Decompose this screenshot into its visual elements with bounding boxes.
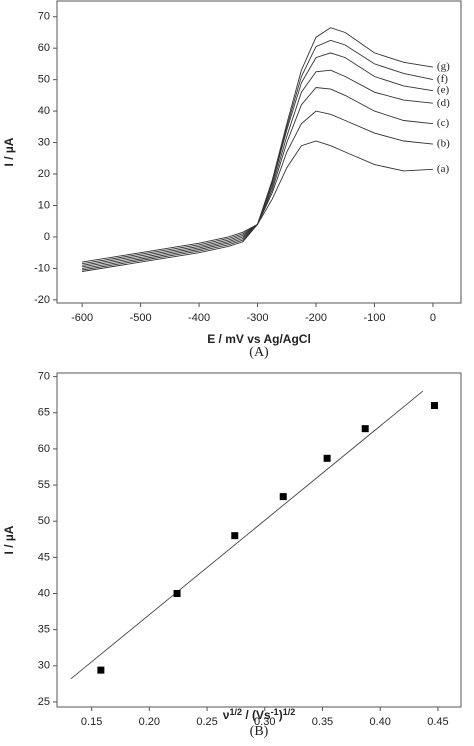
x-axis-label: ν1/2 / (Vs-1)1/2 [223, 707, 295, 722]
x-axis-label-part: / (Vs [242, 708, 271, 722]
x-tick-label: 0.30 [254, 716, 275, 728]
x-tick-label: 0.40 [369, 716, 390, 728]
x-tick-label: -300 [247, 312, 269, 324]
legend-label: (d) [437, 97, 450, 109]
x-axis-label-part: -1 [271, 707, 279, 717]
y-tick-label: 55 [38, 479, 50, 491]
fit-line [70, 390, 424, 680]
legend-label: (e) [437, 84, 450, 96]
x-tick-label: -200 [305, 312, 327, 324]
cv-curve [82, 52, 433, 269]
cv-curve [82, 140, 433, 263]
data-point [323, 454, 331, 462]
y-tick-label: 45 [38, 551, 50, 563]
x-axis-label-part: ) [279, 708, 283, 722]
cv-curve [82, 27, 433, 272]
x-axis-label-part: ν [223, 708, 230, 722]
data-point [279, 493, 287, 501]
y-tick-label: 30 [38, 660, 50, 672]
y-tick-label: -20 [34, 294, 50, 306]
panel-caption: (A) [249, 345, 269, 360]
data-point [361, 425, 369, 433]
x-tick-label: 0.35 [312, 716, 333, 728]
x-tick-label: 0 [430, 312, 436, 324]
y-tick-label: 30 [38, 136, 50, 148]
y-tick-label: 40 [38, 105, 50, 117]
x-tick-label: 0.20 [139, 716, 160, 728]
x-tick-label: -400 [188, 312, 210, 324]
cv-curve [82, 87, 433, 266]
x-axis-label-part: 1/2 [283, 707, 296, 717]
x-tick-label: 0.25 [196, 716, 217, 728]
plot-frame [56, 0, 462, 304]
cv-curve [82, 110, 433, 265]
y-tick-label: 10 [38, 199, 50, 211]
data-point [97, 666, 105, 674]
x-tick-label: 0.45 [427, 716, 448, 728]
y-tick-label: 35 [38, 624, 50, 636]
legend-label: (a) [437, 163, 450, 175]
y-tick-label: -10 [34, 262, 50, 274]
y-tick-label: 0 [44, 231, 50, 243]
y-tick-label: 70 [38, 11, 50, 23]
panel-caption: (B) [250, 724, 269, 739]
y-tick-label: 25 [38, 696, 50, 708]
x-tick-label: 0.15 [81, 716, 102, 728]
legend-label: (f) [437, 73, 448, 85]
y-tick-label: 40 [38, 587, 50, 599]
y-tick-label: 50 [38, 515, 50, 527]
y-axis-label: I / µA [2, 137, 16, 166]
y-tick-label: 50 [38, 74, 50, 86]
y-tick-label: 70 [38, 371, 50, 383]
y-tick-label: 60 [38, 42, 50, 54]
x-tick-label: -100 [363, 312, 385, 324]
y-axis-label: I / µA [2, 525, 16, 554]
data-point [173, 589, 181, 597]
data-point [231, 532, 239, 540]
y-tick-label: 65 [38, 407, 50, 419]
cv-curve [82, 69, 433, 268]
legend-label: (g) [437, 61, 450, 73]
data-point [430, 402, 438, 410]
x-tick-label: -600 [71, 312, 93, 324]
cv-curve [82, 39, 433, 271]
x-axis-label-part: 1/2 [229, 707, 242, 717]
plot-frame [56, 372, 462, 708]
legend-label: (c) [437, 117, 450, 129]
x-axis-label: E / mV vs Ag/AgCl [207, 332, 311, 346]
y-tick-label: 60 [38, 443, 50, 455]
legend-label: (b) [437, 138, 450, 150]
y-tick-label: 20 [38, 168, 50, 180]
x-tick-label: -500 [130, 312, 152, 324]
